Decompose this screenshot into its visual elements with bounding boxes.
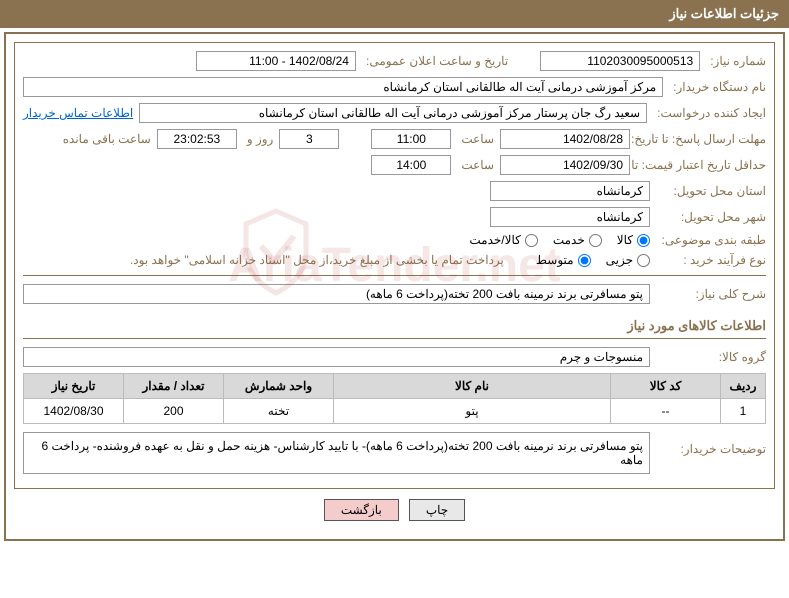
- deadline-days: 3: [279, 129, 339, 149]
- col-name: نام کالا: [334, 374, 611, 399]
- category-opt-both[interactable]: کالا/خدمت: [469, 233, 537, 247]
- creator-label: ایجاد کننده درخواست:: [653, 106, 766, 120]
- deadline-time: 11:00: [371, 129, 451, 149]
- category-opt-0-label: کالا: [617, 233, 633, 247]
- table-header-row: ردیف کد کالا نام کالا واحد شمارش تعداد /…: [24, 374, 766, 399]
- cell-unit: تخته: [224, 399, 334, 424]
- buyer-notes-value: پتو مسافرتی برند نرمینه بافت 200 تخته(پر…: [23, 432, 650, 474]
- announce-label: تاریخ و ساعت اعلان عمومی:: [362, 54, 508, 68]
- deadline-time-label: ساعت: [457, 132, 494, 146]
- process-note: پرداخت تمام یا بخشی از مبلغ خرید،از محل …: [130, 253, 504, 267]
- page-title: جزئیات اطلاعات نیاز: [0, 0, 789, 28]
- province-label: استان محل تحویل:: [656, 184, 766, 198]
- city-value: کرمانشاه: [490, 207, 650, 227]
- table-row: 1 -- پتو تخته 200 1402/08/30: [24, 399, 766, 424]
- col-idx: ردیف: [721, 374, 766, 399]
- separator-1: [23, 275, 766, 276]
- category-opt-service[interactable]: خدمت: [553, 233, 602, 247]
- category-radio-1[interactable]: [589, 234, 602, 247]
- validity-time-label: ساعت: [457, 158, 494, 172]
- col-unit: واحد شمارش: [224, 374, 334, 399]
- back-button[interactable]: بازگشت: [324, 499, 399, 521]
- group-value: منسوجات و چرم: [23, 347, 650, 367]
- cell-date: 1402/08/30: [24, 399, 124, 424]
- need-number-label: شماره نیاز:: [706, 54, 766, 68]
- process-label: نوع فرآیند خرید :: [656, 253, 766, 267]
- process-radio-0[interactable]: [637, 254, 650, 267]
- category-radio-0[interactable]: [637, 234, 650, 247]
- category-label: طبقه بندی موضوعی:: [656, 233, 766, 247]
- main-frame: شماره نیاز: 1102030095000513 تاریخ و ساع…: [4, 32, 785, 541]
- deadline-date: 1402/08/28: [500, 129, 630, 149]
- cell-code: --: [611, 399, 721, 424]
- process-radio-1[interactable]: [578, 254, 591, 267]
- process-opt-minor[interactable]: جزیی: [606, 253, 650, 267]
- buyer-notes-label: توضیحات خریدار:: [656, 432, 766, 456]
- process-opt-0-label: جزیی: [606, 253, 633, 267]
- buyer-contact-link[interactable]: اطلاعات تماس خریدار: [23, 106, 133, 120]
- desc-label: شرح کلی نیاز:: [656, 287, 766, 301]
- cell-name: پتو: [334, 399, 611, 424]
- city-label: شهر محل تحویل:: [656, 210, 766, 224]
- cell-idx: 1: [721, 399, 766, 424]
- col-qty: تعداد / مقدار: [124, 374, 224, 399]
- category-opt-2-label: کالا/خدمت: [469, 233, 520, 247]
- desc-value: پتو مسافرتی برند نرمینه بافت 200 تخته(پر…: [23, 284, 650, 304]
- validity-time: 14:00: [371, 155, 451, 175]
- validity-date: 1402/09/30: [500, 155, 630, 175]
- goods-table: ردیف کد کالا نام کالا واحد شمارش تعداد /…: [23, 373, 766, 424]
- buyer-org-label: نام دستگاه خریدار:: [669, 80, 766, 94]
- print-button[interactable]: چاپ: [409, 499, 465, 521]
- cell-qty: 200: [124, 399, 224, 424]
- category-radio-group: کالا خدمت کالا/خدمت: [469, 233, 650, 247]
- col-code: کد کالا: [611, 374, 721, 399]
- category-opt-1-label: خدمت: [553, 233, 585, 247]
- need-number-value: 1102030095000513: [540, 51, 700, 71]
- deadline-remain-label: ساعت باقی مانده: [59, 132, 151, 146]
- validity-label: حداقل تاریخ اعتبار قیمت: تا تاریخ:: [636, 158, 766, 172]
- deadline-label: مهلت ارسال پاسخ: تا تاریخ:: [636, 132, 766, 146]
- process-opt-1-label: متوسط: [536, 253, 574, 267]
- process-radio-group: جزیی متوسط: [536, 253, 650, 267]
- details-panel: شماره نیاز: 1102030095000513 تاریخ و ساع…: [14, 42, 775, 489]
- group-label: گروه کالا:: [656, 350, 766, 364]
- category-opt-goods[interactable]: کالا: [617, 233, 650, 247]
- deadline-days-label: روز و: [243, 132, 274, 146]
- goods-section-header: اطلاعات کالاهای مورد نیاز: [23, 314, 766, 339]
- button-row: چاپ بازگشت: [14, 499, 775, 521]
- creator-value: سعید رگ جان پرستار مرکز آموزشی درمانی آی…: [139, 103, 647, 123]
- province-value: کرمانشاه: [490, 181, 650, 201]
- col-date: تاریخ نیاز: [24, 374, 124, 399]
- announce-value: 1402/08/24 - 11:00: [196, 51, 356, 71]
- deadline-countdown: 23:02:53: [157, 129, 237, 149]
- buyer-org-value: مرکز آموزشی درمانی آیت اله طالقانی استان…: [23, 77, 663, 97]
- category-radio-2[interactable]: [525, 234, 538, 247]
- process-opt-medium[interactable]: متوسط: [536, 253, 591, 267]
